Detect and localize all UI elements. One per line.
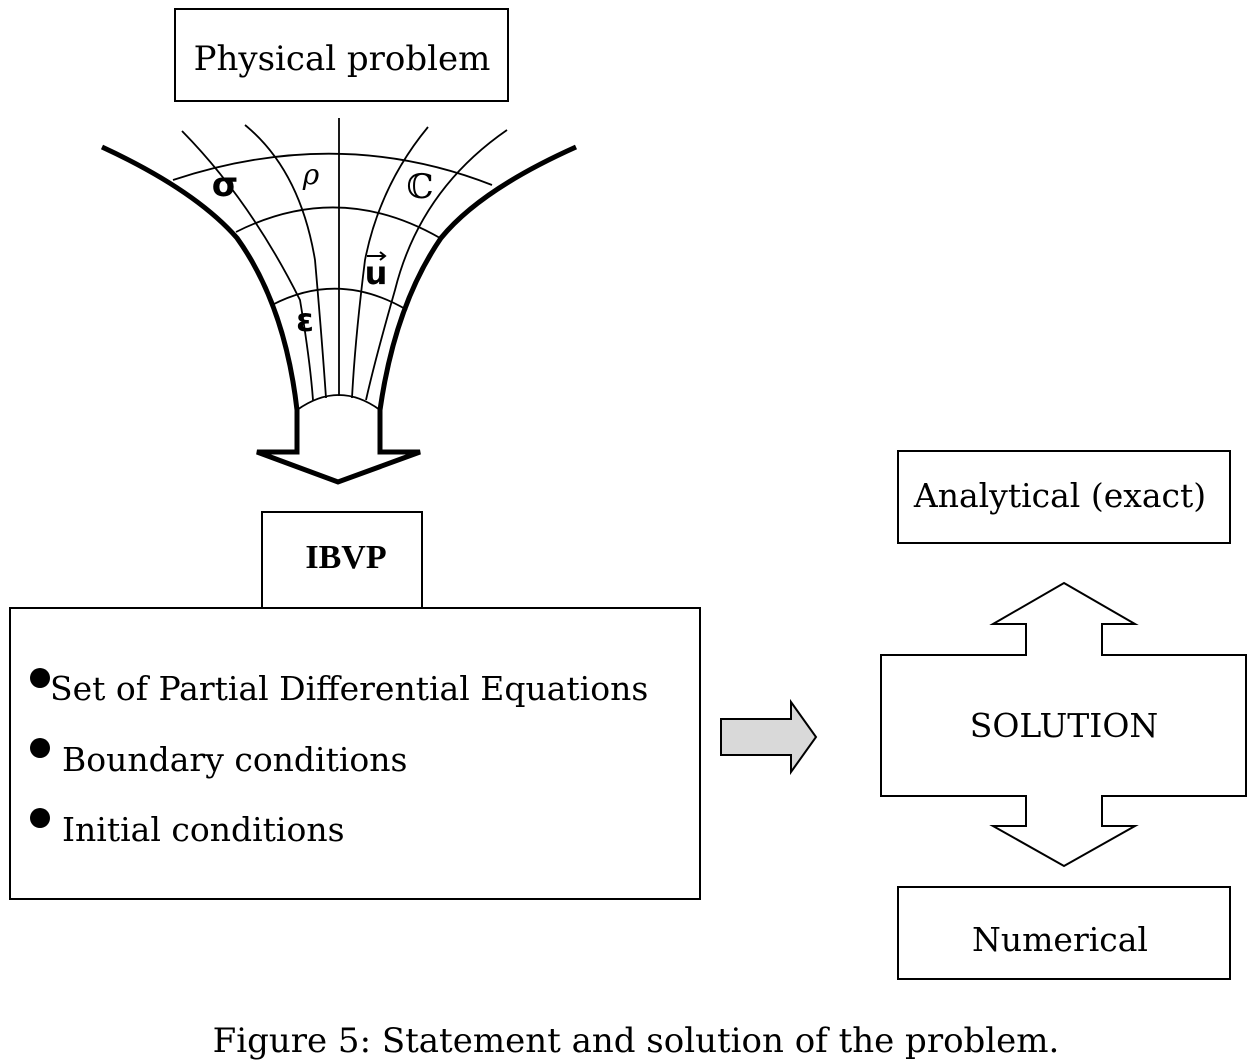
mesh-arc [271, 287, 408, 311]
mesh-line [244, 124, 327, 399]
ibvp-label: IBVP [305, 539, 386, 576]
ibvp-tab: IBVP [261, 511, 423, 609]
numerical-label: Numerical [972, 920, 1148, 959]
mesh-line [181, 130, 314, 401]
mesh-arc [172, 152, 493, 186]
analytical-label: Analytical (exact) [913, 476, 1206, 515]
ibvp-item-initial: Initial conditions [62, 810, 345, 849]
mesh-arc [296, 394, 381, 411]
bullet-icon [30, 738, 50, 758]
ibvp-content-box: Set of Partial Differential Equations Bo… [9, 607, 701, 900]
solution-double-arrow [880, 581, 1247, 868]
figure-caption: Figure 5: Statement and solution of the … [213, 1021, 1060, 1061]
displacement-symbol: u [365, 254, 388, 292]
analytical-box: Analytical (exact) [897, 450, 1231, 544]
physical-problem-label: Physical problem [194, 39, 491, 79]
sigma-symbol: σ [212, 165, 238, 205]
ibvp-item-boundary: Boundary conditions [62, 740, 408, 779]
right-arrow-icon [720, 698, 818, 776]
ibvp-item-pde: Set of Partial Differential Equations [50, 669, 648, 708]
funnel-boundary [100, 144, 578, 485]
physical-problem-box: Physical problem [174, 8, 509, 102]
bullet-icon [30, 808, 50, 828]
stiffness-symbol: ℂ [406, 167, 433, 207]
mesh-arc [235, 206, 441, 239]
solution-label: SOLUTION [970, 706, 1159, 745]
mesh-line [351, 126, 429, 399]
mesh-line [365, 129, 508, 401]
displacement-vector-arrow-icon [367, 251, 387, 261]
strain-symbol: ε [296, 301, 314, 339]
numerical-box: Numerical [897, 886, 1231, 980]
funnel-domain [100, 118, 578, 485]
rho-symbol: ρ [302, 158, 320, 191]
bullet-icon [30, 668, 50, 688]
